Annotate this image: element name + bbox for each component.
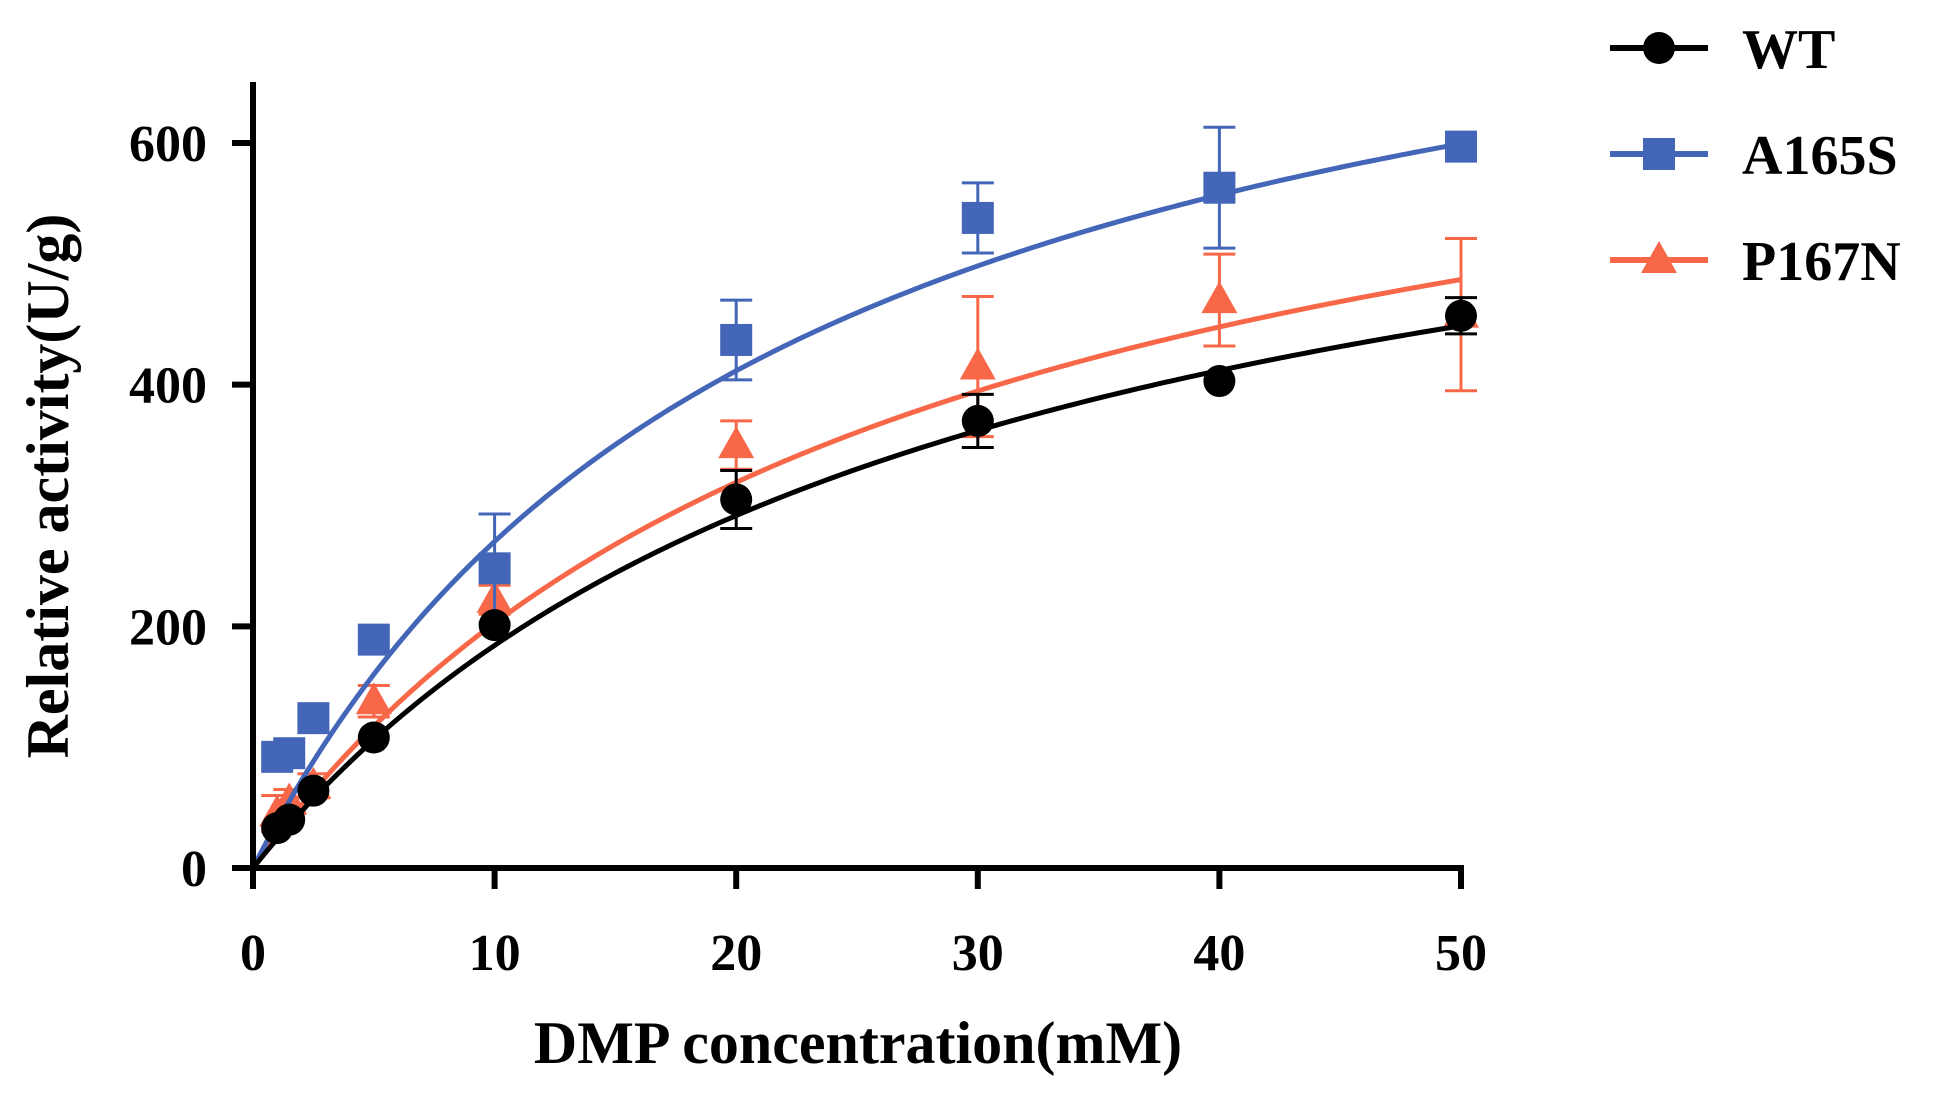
y-tick-label: 600 [129,116,207,173]
fit-curve-p167n [250,277,1462,870]
x-tick-label: 20 [710,925,762,982]
x-axis-title: DMP concentration(mM) [534,1010,1182,1076]
data-point-a165s [1445,130,1477,163]
fit-curve-a165s [250,141,1462,870]
data-point-wt [273,803,306,836]
data-point-a165s [478,552,511,585]
data-point-wt [720,483,753,516]
data-point-wt [1203,365,1236,398]
legend: WT A165S P167N [1610,19,1901,293]
fit-curve-wt [251,323,1462,870]
x-tick-label: 30 [952,925,1004,982]
data-point-a165s [297,702,330,735]
legend-marker-wt [1643,32,1675,64]
y-tick-label: 200 [129,599,207,656]
x-tick-label: 40 [1193,925,1245,982]
y-axis-title: Relative activity(U/g) [15,214,81,759]
data-point-wt [1445,299,1477,332]
y-tick-label: 0 [181,841,207,898]
y-tick-label: 400 [129,358,207,415]
data-point-wt [478,609,511,642]
data-point-a165s [1203,171,1236,204]
legend-label-a165s: A165S [1742,125,1898,187]
series-a165s [250,125,1477,870]
data-point-p167n [1201,281,1238,314]
legend-marker-p167n [1641,241,1677,273]
x-ticks: 0 10 20 30 40 50 [240,868,1487,982]
x-tick-label: 10 [469,925,521,982]
legend-marker-a165s [1643,138,1675,170]
data-point-a165s [273,737,306,770]
data-point-p167n [355,682,392,715]
data-point-wt [961,404,994,437]
plot-layer [250,125,1479,870]
data-point-a165s [961,201,994,234]
data-point-p167n [959,347,996,380]
series-wt [251,296,1477,870]
data-point-wt [297,774,330,807]
data-point-a165s [720,323,753,356]
data-point-wt [357,721,390,754]
legend-label-wt: WT [1742,19,1835,81]
series-p167n [250,236,1479,870]
y-ticks: 0 200 400 600 [129,116,253,898]
legend-label-p167n: P167N [1742,231,1901,293]
x-tick-label: 0 [240,925,266,982]
data-point-p167n [718,426,755,459]
data-point-a165s [357,623,390,656]
x-tick-label: 50 [1435,925,1487,982]
